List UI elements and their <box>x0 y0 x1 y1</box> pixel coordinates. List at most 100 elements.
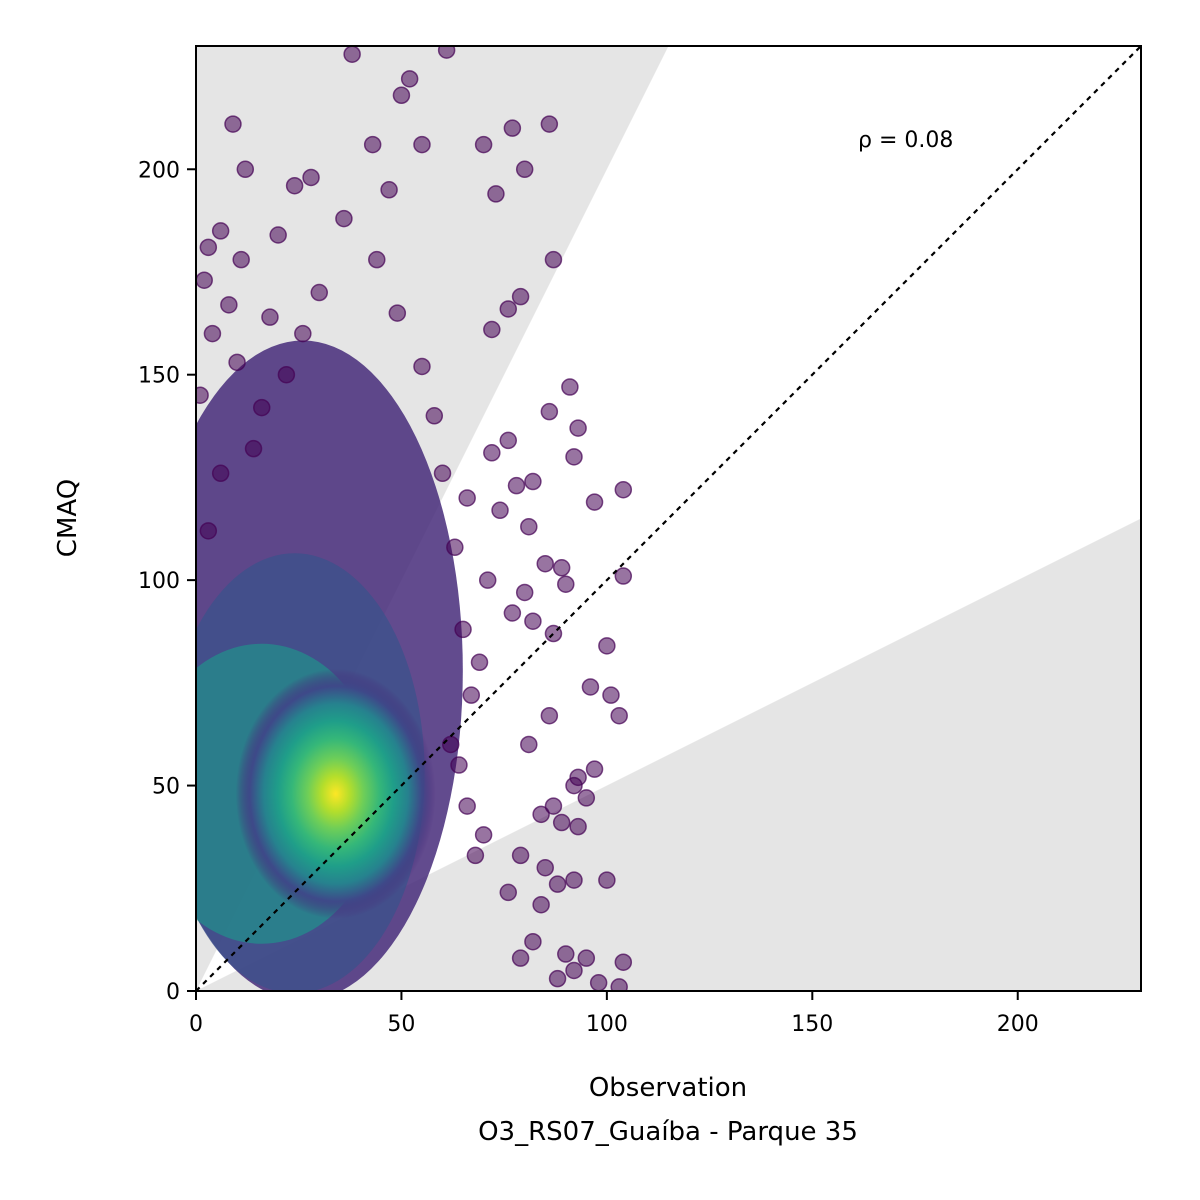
data-point <box>598 637 616 655</box>
data-point <box>343 46 361 63</box>
data-point <box>565 776 583 795</box>
data-point <box>499 300 518 318</box>
data-point <box>598 871 616 889</box>
data-point <box>232 250 250 269</box>
density-core <box>235 668 436 919</box>
data-point <box>478 571 497 589</box>
data-point <box>220 296 238 314</box>
correlation-annotation: ρ = 0.08 <box>858 128 953 153</box>
data-point <box>252 398 271 417</box>
data-point <box>413 357 431 376</box>
data-point <box>425 407 444 425</box>
data-point <box>565 961 583 980</box>
data-point <box>507 476 526 495</box>
data-point <box>487 185 505 203</box>
data-point <box>614 567 633 585</box>
data-point <box>437 46 456 59</box>
data-point <box>474 135 493 154</box>
data-point <box>388 304 407 322</box>
data-point <box>589 974 608 991</box>
data-point <box>335 209 353 228</box>
data-point <box>196 271 213 289</box>
data-point <box>602 686 620 704</box>
plot-frame <box>195 45 1142 992</box>
data-point <box>458 797 476 815</box>
data-point <box>503 604 522 622</box>
data-point <box>511 949 530 967</box>
data-point <box>199 522 218 540</box>
data-point <box>552 559 571 577</box>
data-point <box>515 160 534 179</box>
data-point <box>540 706 559 725</box>
data-point <box>491 501 509 520</box>
data-point <box>557 575 575 593</box>
data-point <box>532 895 550 914</box>
data-point <box>211 222 230 240</box>
data-point <box>466 846 485 865</box>
data-point <box>269 226 287 244</box>
data-point <box>441 735 460 754</box>
data-point <box>446 538 464 557</box>
data-point <box>228 353 246 372</box>
data-point <box>577 949 596 967</box>
x-axis-ticks: 0 50 100 150 200 <box>189 991 1039 1037</box>
data-point <box>569 419 587 437</box>
data-point <box>363 135 382 154</box>
data-point <box>610 706 628 725</box>
data-point <box>224 115 242 133</box>
data-point <box>540 115 559 133</box>
identity-line <box>196 46 1141 991</box>
data-point <box>544 797 563 815</box>
y-axis-ticks: 0 50 100 150 200 <box>138 158 196 1005</box>
data-point <box>400 70 419 88</box>
x-tick-label: 150 <box>791 1012 833 1037</box>
data-point <box>610 978 628 991</box>
data-point <box>277 365 296 384</box>
data-point <box>557 945 575 963</box>
x-axis-sublabel: O3_RS07_Guaíba - Parque 35 <box>478 1117 858 1147</box>
data-point <box>244 439 263 458</box>
data-point <box>462 686 481 704</box>
data-point <box>285 176 304 195</box>
data-point <box>565 448 583 466</box>
data-point <box>294 324 312 343</box>
data-point <box>548 969 567 988</box>
data-point <box>368 250 386 269</box>
data-point <box>203 324 222 343</box>
data-point <box>532 805 550 824</box>
data-point <box>536 554 554 573</box>
data-point <box>199 238 218 257</box>
scatter-points <box>196 46 633 991</box>
data-point <box>458 489 476 507</box>
data-point <box>581 678 600 696</box>
data-point <box>310 283 329 302</box>
data-point <box>483 444 501 462</box>
data-point <box>585 493 604 511</box>
data-point <box>540 402 559 421</box>
x-tick-label: 200 <box>997 1012 1039 1037</box>
y-tick-label: 200 <box>138 158 180 183</box>
data-point <box>520 735 538 754</box>
data-point <box>552 813 571 832</box>
data-point <box>577 789 596 807</box>
y-tick-label: 150 <box>138 364 180 389</box>
x-axis-label: Observation <box>589 1073 747 1103</box>
shaded-region-lower <box>196 518 1141 991</box>
data-point <box>515 583 534 602</box>
data-point <box>454 620 472 639</box>
data-point <box>524 472 542 491</box>
y-tick-label: 50 <box>152 775 180 800</box>
y-axis-label: CMAQ <box>53 479 83 557</box>
data-point <box>499 883 518 902</box>
data-point <box>499 431 518 450</box>
data-point <box>413 135 431 154</box>
data-point <box>614 480 633 499</box>
x-tick-label: 0 <box>189 1012 203 1037</box>
data-point <box>569 817 587 836</box>
x-tick-label: 100 <box>586 1012 628 1037</box>
data-point <box>474 826 493 844</box>
x-tick-label: 50 <box>387 1012 415 1037</box>
data-point <box>536 858 554 877</box>
data-point <box>511 287 530 306</box>
